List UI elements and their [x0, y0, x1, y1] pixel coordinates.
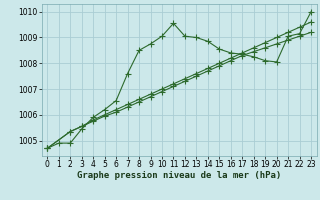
X-axis label: Graphe pression niveau de la mer (hPa): Graphe pression niveau de la mer (hPa) — [77, 171, 281, 180]
